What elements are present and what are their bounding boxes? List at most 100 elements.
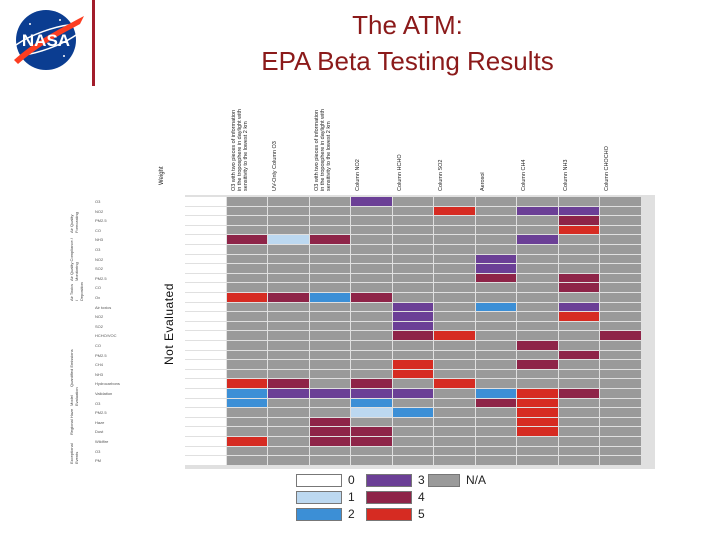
grid-cell <box>558 312 599 321</box>
grid-cell <box>392 369 433 379</box>
grid-cell <box>268 369 309 379</box>
grid-cell <box>351 369 392 379</box>
grid-cell <box>309 446 350 456</box>
grid-cell <box>392 245 433 254</box>
grid-cell <box>392 360 433 369</box>
grid-cell <box>517 225 558 235</box>
grid-cell <box>600 427 641 436</box>
grid-cell <box>475 360 516 369</box>
grid-cell <box>185 197 226 206</box>
grid-cell <box>558 350 599 360</box>
grid-cell <box>226 456 267 465</box>
grid-cell <box>185 456 226 465</box>
grid-cell <box>226 350 267 360</box>
grid-cell <box>517 206 558 216</box>
legend-swatch <box>296 474 342 487</box>
grid-cell <box>185 417 226 427</box>
grid-cell <box>392 456 433 465</box>
column-header-area <box>63 105 655 195</box>
grid-cell <box>434 206 475 216</box>
grid-cell <box>226 206 267 216</box>
grid-cell <box>351 437 392 446</box>
column-header: Column CHOCHO <box>604 146 610 191</box>
grid-cell <box>226 360 267 369</box>
logo-text: NASA <box>22 31 70 50</box>
grid-cell <box>309 283 350 292</box>
row-label: PM2.5 <box>95 410 107 416</box>
grid-cell <box>558 245 599 254</box>
grid-cell <box>185 341 226 350</box>
grid-cell <box>434 379 475 388</box>
grid-cell <box>185 350 226 360</box>
grid-cell <box>392 235 433 244</box>
grid-cell <box>185 360 226 369</box>
grid-cell <box>434 350 475 360</box>
grid-cell <box>434 341 475 350</box>
grid-cell <box>309 417 350 427</box>
grid-cell <box>309 245 350 254</box>
grid-cell <box>351 302 392 312</box>
nasa-meatball-icon: NASA <box>9 10 84 70</box>
grid-cell <box>517 398 558 408</box>
row-label: CO <box>95 285 101 291</box>
row-label: O3 <box>95 199 101 204</box>
grid-cell <box>558 360 599 369</box>
grid-cell <box>517 293 558 302</box>
grid-cell <box>226 341 267 350</box>
grid-cell <box>185 283 226 292</box>
grid-cell <box>475 273 516 283</box>
row-label: CH4 <box>95 362 104 368</box>
header-divider <box>92 0 95 86</box>
row-label: Wildfire <box>95 439 109 444</box>
row-label: Validation <box>95 391 113 396</box>
category-label: Air Quality Compliance / Monitoring <box>69 238 79 282</box>
grid-cell <box>309 197 350 206</box>
grid-cell <box>517 360 558 369</box>
grid-cell <box>434 254 475 264</box>
grid-cell <box>600 197 641 206</box>
grid-cell <box>434 225 475 235</box>
grid-cell <box>226 446 267 456</box>
legend-label: 5 <box>418 507 425 521</box>
grid-cell <box>475 264 516 273</box>
grid-cell <box>268 245 309 254</box>
grid-cell <box>434 293 475 302</box>
grid-cell <box>517 350 558 360</box>
grid-cell <box>558 225 599 235</box>
grid-cell <box>558 216 599 225</box>
grid-cell <box>351 197 392 206</box>
grid-cell <box>600 389 641 398</box>
grid-cell <box>392 389 433 398</box>
grid-cell <box>434 360 475 369</box>
grid-cell <box>392 437 433 446</box>
grid-cell <box>309 331 350 340</box>
grid-cell <box>309 427 350 436</box>
column-header: O3 with two pieces of information in the… <box>230 109 249 191</box>
column-header: Column NH3 <box>562 159 569 191</box>
column-header: Aerosol <box>479 172 486 191</box>
grid-cell <box>475 398 516 408</box>
grid-cell <box>600 225 641 235</box>
grid-cell <box>517 283 558 292</box>
grid-cell <box>517 197 558 206</box>
legend-swatch <box>366 508 412 521</box>
grid-cell <box>600 321 641 331</box>
grid-cell <box>434 369 475 379</box>
grid-cell <box>268 197 309 206</box>
grid-cell <box>392 293 433 302</box>
grid-cell <box>351 360 392 369</box>
page-title-line2: EPA Beta Testing Results <box>261 46 554 76</box>
grid-cell <box>558 456 599 465</box>
grid-cell <box>185 264 226 273</box>
grid-cell <box>392 264 433 273</box>
grid-cell <box>185 254 226 264</box>
grid-cell <box>600 206 641 216</box>
grid-cell <box>268 312 309 321</box>
grid-cell <box>434 235 475 244</box>
row-label: PM2.5 <box>95 352 107 358</box>
grid-cell <box>226 293 267 302</box>
grid-cell <box>351 408 392 417</box>
row-label: O3 <box>95 247 101 252</box>
grid-cell <box>351 273 392 283</box>
grid-cell <box>226 197 267 206</box>
